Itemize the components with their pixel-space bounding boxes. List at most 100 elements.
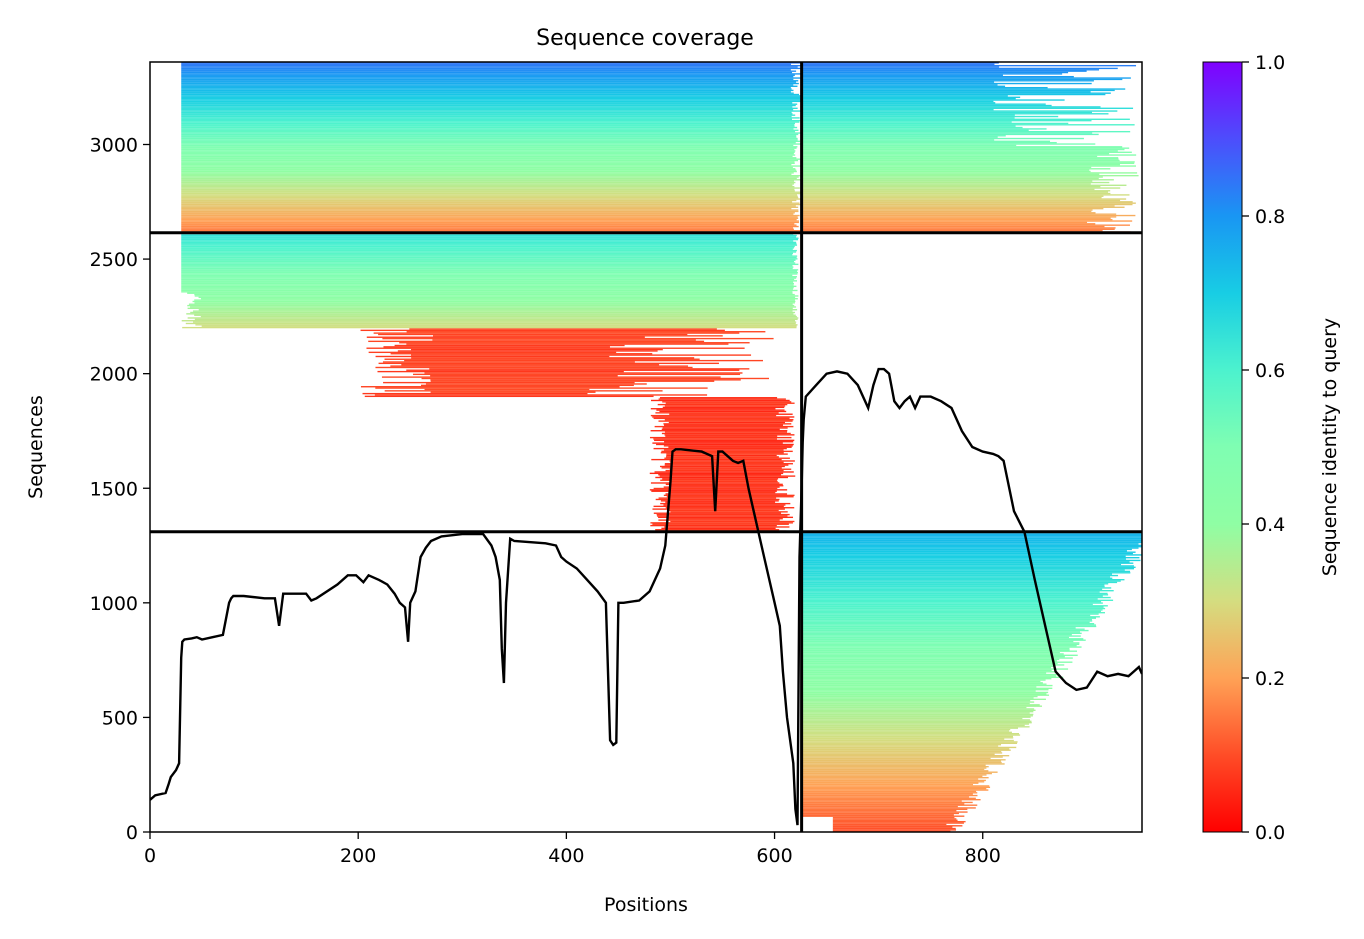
coverage-row (801, 574, 1119, 577)
coverage-row (181, 287, 794, 289)
coverage-row (430, 391, 596, 393)
coverage-row (663, 494, 795, 497)
coverage-row (181, 102, 793, 104)
coverage-row (801, 632, 1082, 634)
coverage-row (801, 664, 1065, 666)
coverage-row (801, 599, 1114, 601)
coverage-row (801, 205, 1115, 207)
coverage-row (801, 768, 985, 771)
coverage-row (181, 130, 796, 133)
coverage-row (181, 248, 793, 250)
coverage-row (652, 508, 785, 510)
coverage-row (181, 202, 800, 204)
coverage-row (801, 719, 1030, 721)
coverage-row (665, 501, 776, 503)
coverage-row (801, 671, 1056, 673)
coverage-row (181, 245, 795, 248)
coverage-row (801, 731, 1012, 733)
coverage-row (801, 143, 1096, 145)
coverage-row (181, 77, 801, 79)
coverage-row (801, 115, 1059, 118)
coverage-row (181, 81, 797, 83)
coverage-row (801, 124, 1135, 126)
coverage-row (366, 347, 745, 349)
coverage-row (801, 595, 1103, 597)
coverage-row (801, 568, 1135, 570)
coverage-row (413, 373, 741, 376)
coverage-row (801, 97, 1016, 100)
block-chain-B-unpaired (801, 532, 1142, 832)
coverage-row (801, 86, 1048, 89)
coverage-row (801, 683, 1047, 685)
coverage-row (801, 580, 1121, 582)
coverage-row (801, 774, 987, 776)
coverage-row (801, 810, 957, 812)
coverage-row (801, 122, 1069, 125)
coverage-row (801, 577, 1113, 579)
coverage-row (801, 135, 1006, 137)
coverage-row (801, 71, 1069, 74)
colorbar (1202, 61, 1243, 833)
coverage-row (801, 682, 1043, 684)
coverage-row (190, 306, 797, 308)
coverage-row (801, 601, 1102, 603)
coverage-row (181, 192, 801, 195)
coverage-row (649, 436, 792, 439)
coverage-row (801, 730, 1010, 732)
coverage-row (181, 121, 800, 123)
coverage-row (801, 77, 1131, 79)
coverage-row (801, 614, 1091, 617)
coverage-row (801, 602, 1103, 604)
coverage-row (801, 561, 1130, 563)
coverage-row (364, 395, 654, 398)
coverage-row (181, 66, 798, 68)
coverage-row (659, 397, 778, 399)
block-chain-A-paired (181, 62, 802, 233)
coverage-row (801, 746, 1017, 749)
coverage-row (801, 206, 1125, 208)
coverage-row (181, 82, 799, 85)
coverage-row (181, 236, 797, 238)
coverage-row (801, 800, 962, 802)
coverage-row (801, 176, 1103, 178)
coverage-row (656, 515, 788, 517)
coverage-row (801, 742, 1018, 744)
coverage-row (420, 384, 634, 387)
coverage-row (801, 715, 1033, 717)
coverage-row (384, 358, 700, 360)
coverage-row (181, 108, 794, 111)
coverage-row (801, 63, 995, 65)
coverage-row (658, 497, 777, 499)
coverage-row (421, 377, 769, 380)
coverage-row (668, 446, 792, 448)
coverage-row (801, 168, 1111, 170)
plot-frame (149, 61, 1143, 833)
coverage-row (181, 221, 799, 224)
coverage-row (801, 67, 1118, 70)
coverage-row (801, 99, 1065, 101)
coverage-row (801, 724, 1025, 727)
coverage-row (181, 162, 795, 164)
coverage-row (801, 213, 1117, 215)
coverage-row (801, 639, 1086, 641)
coverage-row (801, 199, 1121, 202)
coverage-row (193, 310, 793, 312)
coverage-row (801, 693, 1047, 695)
coverage-row (194, 318, 798, 321)
coverage-row (665, 507, 795, 509)
coverage-row (801, 136, 998, 138)
coverage-row (668, 509, 779, 512)
coverage-row (650, 414, 777, 417)
coverage-row (801, 711, 1034, 713)
coverage-row (663, 445, 793, 447)
coverage-row (801, 717, 1023, 720)
coverage-row (801, 570, 1131, 573)
coverage-row (181, 234, 797, 237)
coverage-row (801, 78, 1123, 81)
coverage-row (410, 348, 663, 351)
coverage-row (801, 139, 995, 141)
coverage-row (801, 713, 1034, 716)
coverage-row (664, 424, 784, 426)
coverage-row (801, 565, 1134, 567)
coverage-row (665, 435, 778, 437)
